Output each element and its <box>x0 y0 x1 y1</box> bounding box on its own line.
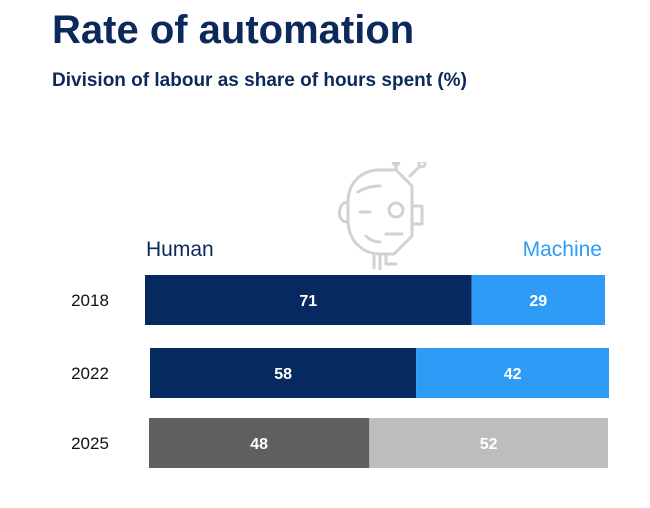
data-label-machine-2022: 42 <box>504 366 522 383</box>
chart-subtitle: Division of labour as share of hours spe… <box>52 70 467 91</box>
bar-machine-2022 <box>416 348 609 398</box>
category-label-2025: 2025 <box>71 434 109 453</box>
data-label-machine-2018: 29 <box>529 293 547 310</box>
legend-human: Human <box>146 238 214 261</box>
data-label-human-2018: 71 <box>299 293 317 310</box>
data-label-human-2025: 48 <box>250 436 268 453</box>
legend-machine: Machine <box>522 238 602 261</box>
data-label-human-2022: 58 <box>274 366 292 383</box>
bar-machine-2025 <box>369 418 608 468</box>
category-label-2022: 2022 <box>71 364 109 383</box>
robot-human-face-icon <box>338 162 427 270</box>
data-label-machine-2025: 52 <box>480 436 498 453</box>
bar-machine-2018 <box>471 275 605 325</box>
bar-human-2018 <box>145 275 472 325</box>
bar-human-2022 <box>150 348 417 398</box>
category-label-2018: 2018 <box>71 291 109 310</box>
chart-title: Rate of automation <box>52 8 415 52</box>
bar-human-2025 <box>149 418 370 468</box>
